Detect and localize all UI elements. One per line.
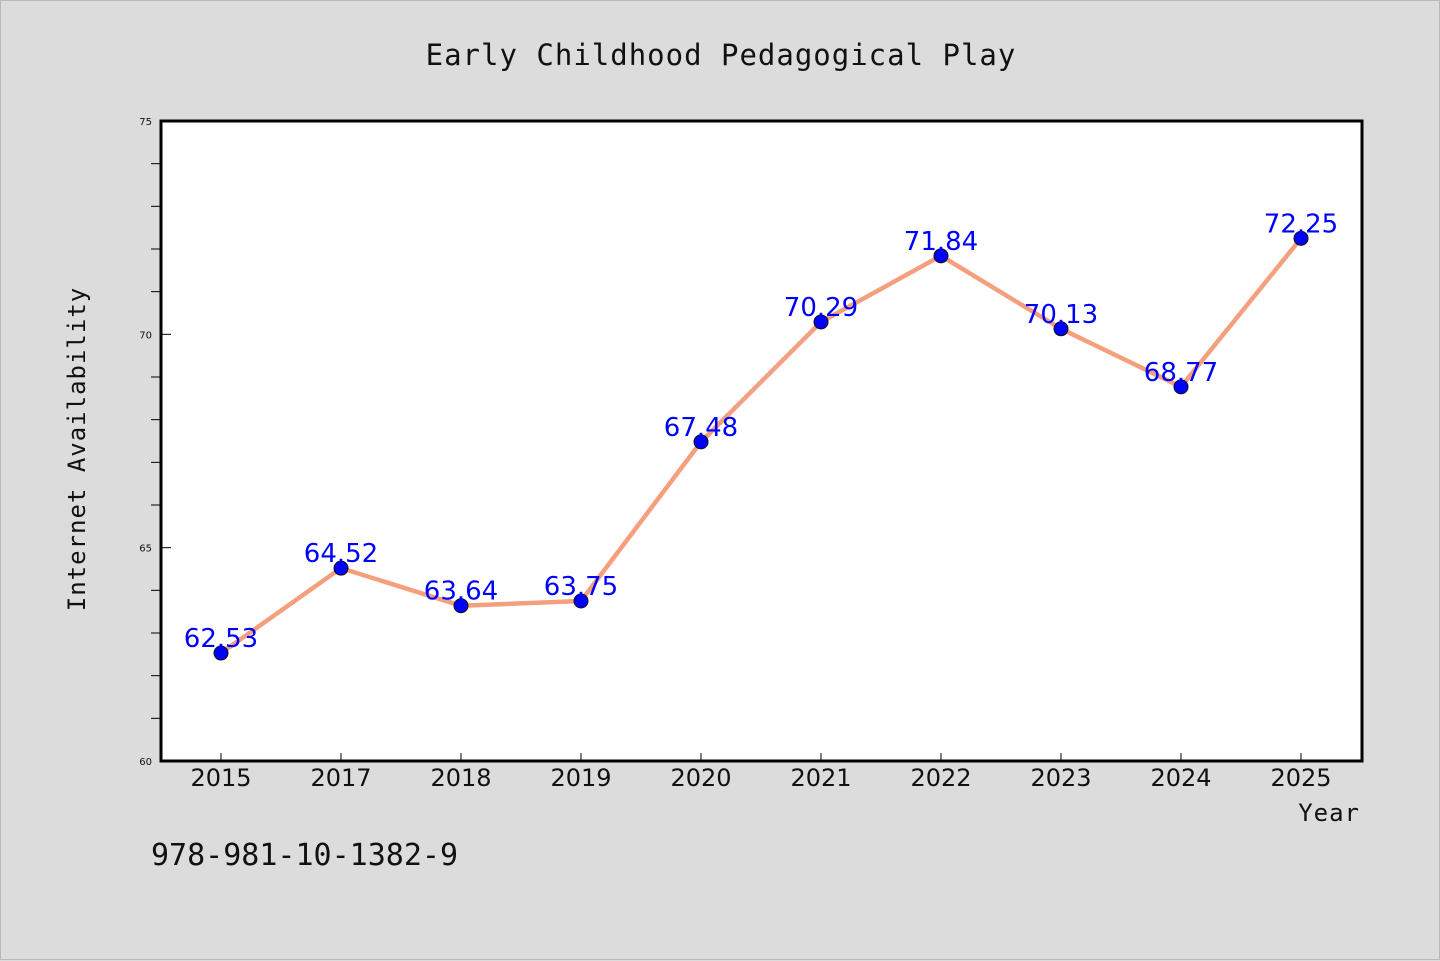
data-point bbox=[1293, 230, 1309, 246]
x-tick-label: 2021 bbox=[790, 764, 851, 792]
x-tick-label: 2018 bbox=[430, 764, 491, 792]
x-tick-label: 2024 bbox=[1150, 764, 1211, 792]
x-tick-label: 2025 bbox=[1270, 764, 1331, 792]
x-axis-ticks: 2015 2017 2018 2019 2020 2021 2022 2023 2024 2025 bbox=[190, 753, 1332, 792]
data-point bbox=[813, 314, 829, 330]
y-axis-label: Internet Availability bbox=[63, 287, 91, 611]
data-point bbox=[333, 560, 349, 576]
data-point bbox=[573, 593, 589, 609]
y-tick-label: 65 bbox=[139, 544, 152, 555]
series-line bbox=[218, 236, 1304, 656]
data-point bbox=[453, 598, 469, 614]
x-tick-label: 2015 bbox=[190, 764, 251, 792]
data-label: 70.29 bbox=[784, 293, 858, 323]
data-label: 63.64 bbox=[424, 577, 498, 607]
y-axis-ticks: 60 65 70 75 bbox=[139, 117, 171, 768]
data-point bbox=[1173, 379, 1189, 395]
x-tick-label: 2019 bbox=[550, 764, 611, 792]
y-tick-label: 75 bbox=[139, 117, 152, 128]
x-tick-label: 2022 bbox=[910, 764, 971, 792]
x-axis-label: Year bbox=[1298, 799, 1360, 827]
y-minor-ticks bbox=[151, 163, 161, 719]
data-label: 63.75 bbox=[544, 572, 618, 602]
data-point bbox=[1053, 321, 1069, 337]
plot-area bbox=[159, 119, 1364, 763]
x-tick-label: 2017 bbox=[310, 764, 371, 792]
data-point bbox=[933, 248, 949, 264]
data-point bbox=[693, 434, 709, 450]
data-label: 70.13 bbox=[1024, 300, 1098, 330]
chart-title: Early Childhood Pedagogical Play bbox=[426, 38, 1017, 72]
data-labels: 62.53 64.52 63.64 63.75 67.48 70.29 71.84 70.13… bbox=[184, 209, 1338, 654]
y-tick-label: 70 bbox=[139, 330, 152, 341]
x-tick-label: 2020 bbox=[670, 764, 731, 792]
data-point bbox=[213, 645, 229, 661]
x-tick-label: 2023 bbox=[1030, 764, 1091, 792]
data-label: 71.84 bbox=[904, 227, 978, 257]
data-label: 64.52 bbox=[304, 539, 378, 569]
data-label: 68.77 bbox=[1144, 358, 1218, 388]
isbn-footer: 978-981-10-1382-9 bbox=[151, 838, 458, 873]
data-label: 62.53 bbox=[184, 624, 258, 654]
data-markers bbox=[213, 230, 1309, 661]
data-label: 67.48 bbox=[664, 413, 738, 443]
y-tick-label: 60 bbox=[139, 757, 152, 768]
data-label: 72.25 bbox=[1264, 209, 1338, 239]
